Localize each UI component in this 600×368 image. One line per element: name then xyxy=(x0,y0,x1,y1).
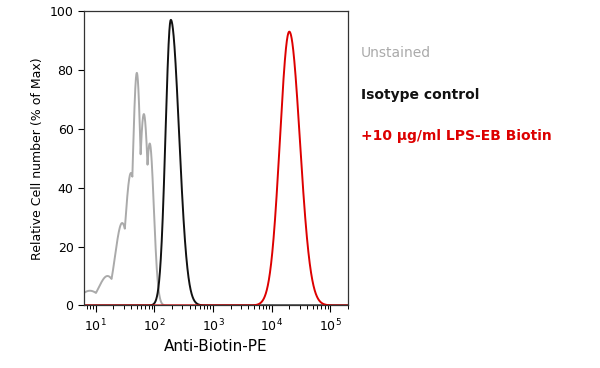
X-axis label: Anti-Biotin-PE: Anti-Biotin-PE xyxy=(164,339,268,354)
Y-axis label: Relative Cell number (% of Max): Relative Cell number (% of Max) xyxy=(31,57,44,259)
Text: Isotype control: Isotype control xyxy=(361,88,479,102)
Text: Unstained: Unstained xyxy=(361,46,431,60)
Text: +10 μg/ml LPS-EB Biotin: +10 μg/ml LPS-EB Biotin xyxy=(361,129,552,143)
